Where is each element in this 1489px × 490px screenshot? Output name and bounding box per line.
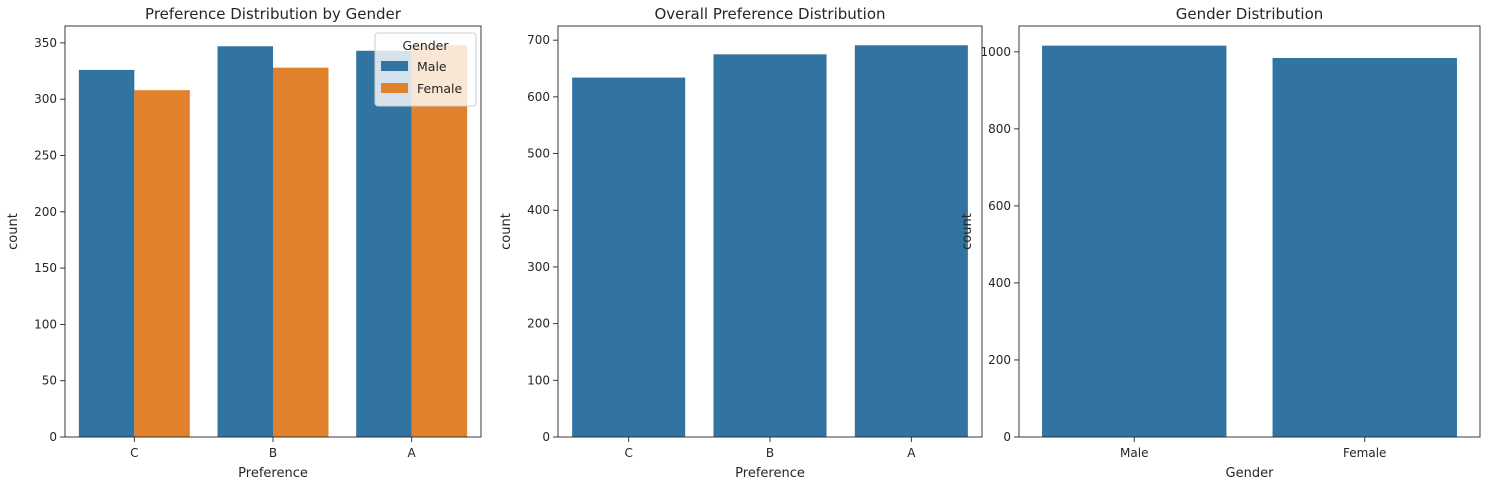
y-tick-label: 250 <box>34 148 57 162</box>
bar-female <box>1272 57 1457 437</box>
y-axis-label: count <box>499 213 514 250</box>
bar-c-female <box>134 90 190 438</box>
x-tick-label: B <box>766 446 774 460</box>
legend-label-male: Male <box>417 59 447 74</box>
x-tick-label: C <box>130 446 138 460</box>
y-tick-label: 100 <box>34 317 57 331</box>
y-tick-label: 150 <box>34 261 57 275</box>
y-tick-label: 1000 <box>980 45 1011 59</box>
bar-a-female <box>411 45 468 437</box>
y-tick-label: 350 <box>34 36 57 50</box>
y-tick-label: 400 <box>988 276 1011 290</box>
chart-3: 0 200 400 600 800 1000 Male Female Gender count Ge… <box>960 5 1481 481</box>
y-axis-label: count <box>6 213 21 250</box>
y-tick-label: 700 <box>527 33 550 47</box>
x-axis-label: Gender <box>1226 466 1275 481</box>
y-tick-label: 0 <box>542 430 550 444</box>
chart-2: 0 100 200 300 400 500 600 700 C B A Preference count… <box>499 5 983 481</box>
bar-a <box>854 45 968 438</box>
bar-b <box>713 54 827 438</box>
y-tick-label: 300 <box>527 260 550 274</box>
bar-c-male <box>78 69 135 438</box>
plot-frame <box>1018 25 1481 438</box>
x-axis-label: Preference <box>238 466 308 481</box>
y-tick-label: 50 <box>42 374 57 388</box>
legend-swatch-female <box>381 83 408 93</box>
bar-a-male <box>356 50 412 438</box>
x-tick-label: B <box>269 446 277 460</box>
legend-title: Gender <box>402 38 449 53</box>
legend-label-female: Female <box>417 81 463 96</box>
chart-title: Overall Preference Distribution <box>654 5 885 23</box>
bar-male <box>1042 45 1227 437</box>
x-tick-label: A <box>408 446 417 460</box>
x-axis-label: Preference <box>735 466 805 481</box>
y-tick-label: 300 <box>34 92 57 106</box>
legend-swatch-male <box>381 61 408 71</box>
y-tick-label: 0 <box>49 430 57 444</box>
x-tick-label: Female <box>1343 446 1386 460</box>
y-tick-label: 600 <box>988 199 1011 213</box>
chart-title: Preference Distribution by Gender <box>145 5 402 23</box>
y-tick-label: 0 <box>1003 430 1011 444</box>
bar-b-male <box>217 46 273 438</box>
y-tick-label: 500 <box>527 147 550 161</box>
legend: Gender Male Female <box>374 32 477 107</box>
y-tick-label: 400 <box>527 203 550 217</box>
y-tick-label: 200 <box>988 353 1011 367</box>
chart-title: Gender Distribution <box>1176 5 1324 23</box>
chart-1: 0 50 100 150 200 250 300 350 C B A Preference count P… <box>6 5 482 481</box>
y-tick-label: 800 <box>988 122 1011 136</box>
y-axis-label: count <box>960 213 975 250</box>
x-tick-label: A <box>907 446 916 460</box>
bar-b-female <box>273 67 329 437</box>
x-tick-label: Male <box>1120 446 1148 460</box>
y-tick-label: 600 <box>527 90 550 104</box>
x-tick-label: C <box>624 446 632 460</box>
y-tick-label: 200 <box>34 205 57 219</box>
bar-c <box>572 77 686 437</box>
y-tick-label: 100 <box>527 373 550 387</box>
y-tick-label: 200 <box>527 317 550 331</box>
